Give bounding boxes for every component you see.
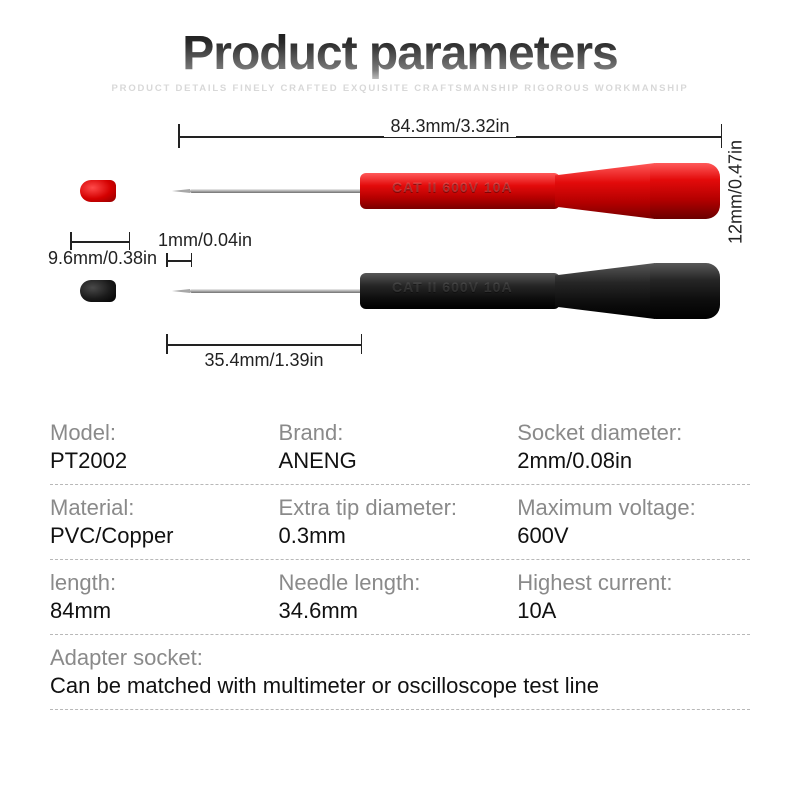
table-row: Model: PT2002 Brand: ANENG Socket diamet… bbox=[50, 410, 750, 485]
table-row: Adapter socket: Can be matched with mult… bbox=[50, 635, 750, 710]
table-row: Material: PVC/Copper Extra tip diameter:… bbox=[50, 485, 750, 560]
dimension-tip-label: 1mm/0.04in bbox=[158, 230, 252, 251]
spec-brand: Brand: ANENG bbox=[279, 420, 502, 474]
needle-tip-icon bbox=[172, 289, 190, 293]
product-diagram: 84.3mm/3.32in 12mm/0.47in CAT II 600V 10… bbox=[50, 122, 750, 382]
needle-tip-icon bbox=[172, 189, 190, 193]
needle-black bbox=[190, 289, 362, 293]
probe-red: CAT II 600V 10A bbox=[50, 162, 744, 220]
dimension-needle-label: 35.4mm/1.39in bbox=[166, 350, 362, 371]
page-title: Product parameters bbox=[50, 26, 750, 81]
spec-length: length: 84mm bbox=[50, 570, 263, 624]
probe-black: CAT II 600V 10A bbox=[50, 262, 744, 320]
needle-red bbox=[190, 189, 362, 193]
probe-cap-black bbox=[80, 280, 116, 302]
spec-socket-diameter: Socket diameter: 2mm/0.08in bbox=[517, 420, 750, 474]
spec-needle-length: Needle length: 34.6mm bbox=[279, 570, 502, 624]
page-subtitle: PRODUCT DETAILS FINELY CRAFTED EXQUISITE… bbox=[50, 83, 750, 94]
spec-model: Model: PT2002 bbox=[50, 420, 263, 474]
dimension-overall-length: 84.3mm/3.32in bbox=[178, 122, 722, 150]
handle-red: CAT II 600V 10A bbox=[360, 163, 720, 219]
dimension-overall-length-label: 84.3mm/3.32in bbox=[384, 116, 515, 137]
spec-table: Model: PT2002 Brand: ANENG Socket diamet… bbox=[50, 410, 750, 710]
spec-maximum-voltage: Maximum voltage: 600V bbox=[517, 495, 750, 549]
probe-cap-red bbox=[80, 180, 116, 202]
spec-highest-current: Highest current: 10A bbox=[517, 570, 750, 624]
spec-material: Material: PVC/Copper bbox=[50, 495, 263, 549]
engrave-text-red: CAT II 600V 10A bbox=[392, 179, 513, 195]
handle-black: CAT II 600V 10A bbox=[360, 263, 720, 319]
dimension-cap: 9.6mm/0.38in bbox=[70, 232, 130, 252]
engrave-text-black: CAT II 600V 10A bbox=[392, 279, 513, 295]
table-row: length: 84mm Needle length: 34.6mm Highe… bbox=[50, 560, 750, 635]
spec-adapter-socket: Adapter socket: Can be matched with mult… bbox=[50, 645, 750, 699]
dimension-needle: 35.4mm/1.39in bbox=[166, 332, 362, 358]
spec-extra-tip-diameter: Extra tip diameter: 0.3mm bbox=[279, 495, 502, 549]
